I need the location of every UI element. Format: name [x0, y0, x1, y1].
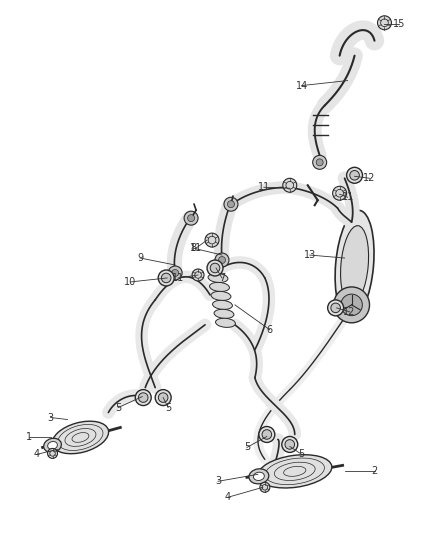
Circle shape: [215, 253, 229, 267]
Circle shape: [341, 294, 362, 316]
Circle shape: [210, 263, 220, 273]
Ellipse shape: [258, 455, 332, 488]
Circle shape: [328, 300, 343, 316]
Circle shape: [187, 215, 194, 222]
Circle shape: [192, 269, 204, 281]
Text: 9: 9: [137, 253, 143, 263]
Circle shape: [159, 393, 168, 402]
Ellipse shape: [341, 225, 369, 304]
Circle shape: [350, 171, 359, 180]
Text: 11: 11: [342, 192, 354, 202]
Ellipse shape: [254, 472, 264, 480]
Text: 7: 7: [219, 273, 225, 283]
Ellipse shape: [215, 318, 235, 327]
Text: 12: 12: [343, 307, 356, 317]
Text: 3: 3: [215, 477, 221, 486]
Circle shape: [135, 390, 151, 406]
Text: 1: 1: [25, 432, 32, 442]
Ellipse shape: [208, 273, 228, 282]
Circle shape: [331, 303, 340, 313]
Ellipse shape: [214, 309, 234, 318]
Circle shape: [346, 167, 363, 183]
Circle shape: [155, 390, 171, 406]
Text: 6: 6: [267, 325, 273, 335]
Circle shape: [313, 155, 327, 169]
Circle shape: [219, 256, 226, 263]
Text: 5: 5: [115, 402, 121, 413]
Circle shape: [48, 448, 57, 458]
Circle shape: [282, 437, 298, 453]
Circle shape: [334, 287, 370, 323]
Text: 2: 2: [371, 466, 378, 477]
Text: 4: 4: [34, 449, 40, 459]
Circle shape: [332, 186, 346, 200]
Text: 11: 11: [190, 243, 202, 253]
Text: 3: 3: [47, 413, 53, 423]
Circle shape: [205, 233, 219, 247]
Ellipse shape: [249, 469, 269, 484]
Ellipse shape: [209, 282, 230, 292]
Circle shape: [378, 16, 392, 30]
Circle shape: [227, 201, 234, 208]
Ellipse shape: [48, 441, 57, 449]
Circle shape: [161, 273, 171, 282]
Text: 10: 10: [124, 277, 136, 287]
Text: 12: 12: [364, 173, 376, 183]
Circle shape: [168, 266, 182, 280]
Text: 15: 15: [393, 19, 406, 29]
Text: 11: 11: [172, 273, 184, 283]
Circle shape: [184, 211, 198, 225]
Ellipse shape: [211, 292, 231, 301]
Circle shape: [283, 178, 297, 192]
Text: 5: 5: [165, 402, 171, 413]
Text: 5: 5: [244, 442, 250, 453]
Ellipse shape: [335, 211, 374, 320]
Circle shape: [316, 159, 323, 166]
Circle shape: [260, 482, 270, 492]
Text: 4: 4: [225, 492, 231, 502]
Circle shape: [224, 197, 238, 211]
Ellipse shape: [52, 421, 109, 454]
Text: 14: 14: [296, 80, 308, 91]
Circle shape: [158, 270, 174, 286]
Ellipse shape: [44, 438, 61, 453]
Text: 5: 5: [299, 449, 305, 459]
Text: 8: 8: [190, 243, 196, 253]
Circle shape: [172, 270, 179, 277]
Circle shape: [259, 426, 275, 442]
Ellipse shape: [212, 300, 233, 310]
Circle shape: [262, 430, 272, 439]
Circle shape: [285, 440, 295, 449]
Circle shape: [138, 393, 148, 402]
Text: 13: 13: [304, 250, 316, 260]
Text: 11: 11: [258, 182, 270, 192]
Circle shape: [207, 260, 223, 276]
